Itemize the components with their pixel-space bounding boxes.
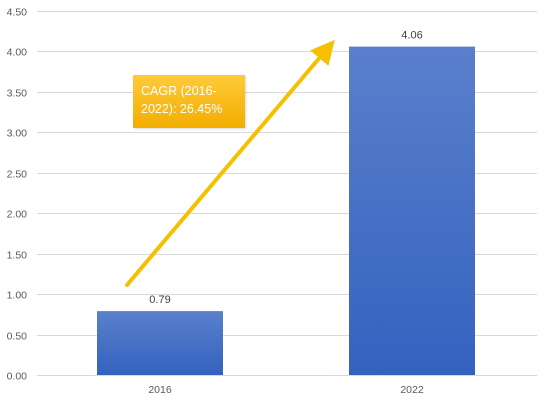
growth-arrow [125,39,335,287]
x-tick-label-2016: 2016 [148,384,172,396]
data-label-2022: 4.06 [401,30,422,42]
bars [97,46,475,375]
x-axis-ticks: 2016 2022 [148,384,424,396]
y-tick-label: 2.00 [7,209,28,221]
y-tick-label: 0.50 [7,331,28,343]
y-tick-label: 1.50 [7,250,28,262]
y-tick-label: 4.00 [7,47,28,59]
y-tick-label: 4.50 [7,7,28,19]
y-tick-label: 2.50 [7,169,28,181]
data-label-2016: 0.79 [149,294,170,306]
data-labels: 0.79 4.06 [149,30,422,307]
y-tick-label: 1.00 [7,290,28,302]
y-tick-label: 3.50 [7,88,28,100]
x-tick-label-2022: 2022 [400,384,424,396]
bar-2022 [349,46,475,375]
bar-2016 [97,311,223,375]
y-axis-ticks: 0.00 0.50 1.00 1.50 2.00 2.50 3.00 3.50 4.00 4.50 [7,7,28,383]
y-tick-label: 3.00 [7,128,28,140]
y-tick-label: 0.00 [7,371,28,383]
cagr-annotation: CAGR (2016-2022): 26.45% [133,75,245,128]
